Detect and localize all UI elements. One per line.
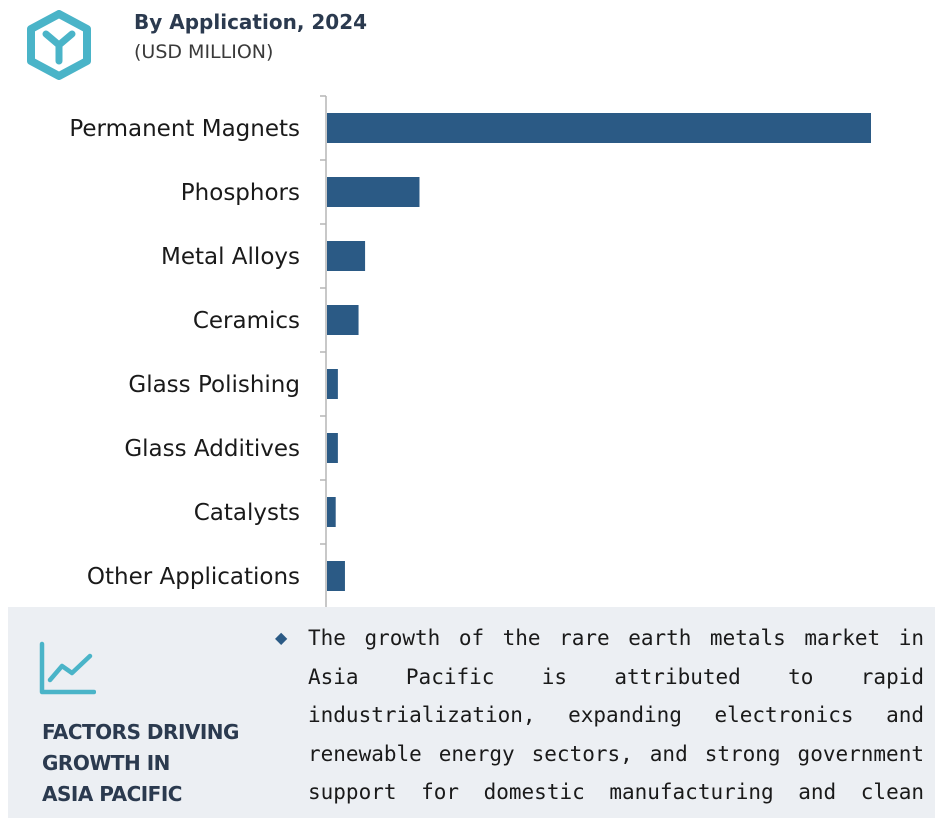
factors-panel: [8, 607, 935, 818]
category-label: Ceramics: [193, 308, 300, 334]
category-label: Phosphors: [181, 180, 300, 206]
category-label: Permanent Magnets: [69, 116, 300, 142]
application-bar-chart: Permanent Magnets Phosphors Metal Alloys Ce…: [69, 95, 871, 610]
bar-glass-additives: [327, 433, 338, 463]
factors-heading: FACTORS DRIVING GROWTH IN ASIA PACIFIC: [42, 717, 272, 810]
category-label: Catalysts: [194, 500, 300, 526]
diamond-bullet-icon: ◆: [275, 630, 288, 647]
factors-description: The growth of the rare earth metals mark…: [308, 626, 924, 804]
bar-glass-polishing: [327, 369, 338, 399]
hexagon-y-logo-icon: [27, 10, 91, 80]
bar-metal-alloys: [327, 241, 366, 271]
factors-heading-line: FACTORS DRIVING: [42, 720, 239, 744]
bar-ceramics: [327, 305, 359, 335]
category-label: Metal Alloys: [161, 244, 300, 270]
bar-permanent-magnets: [327, 113, 871, 143]
category-label: Glass Additives: [124, 436, 300, 462]
category-label: Other Applications: [87, 564, 300, 590]
bar-other-applications: [327, 561, 345, 591]
factors-heading-line: ASIA PACIFIC: [42, 782, 182, 806]
category-label: Glass Polishing: [128, 372, 300, 398]
factors-heading-line: GROWTH IN: [42, 751, 170, 775]
trend-line-icon: [39, 641, 96, 695]
bar-catalysts: [327, 497, 336, 527]
chart-title: By Application, 2024: [134, 10, 368, 34]
bar-phosphors: [327, 177, 420, 207]
chart-subtitle: (USD MILLION): [134, 41, 274, 63]
